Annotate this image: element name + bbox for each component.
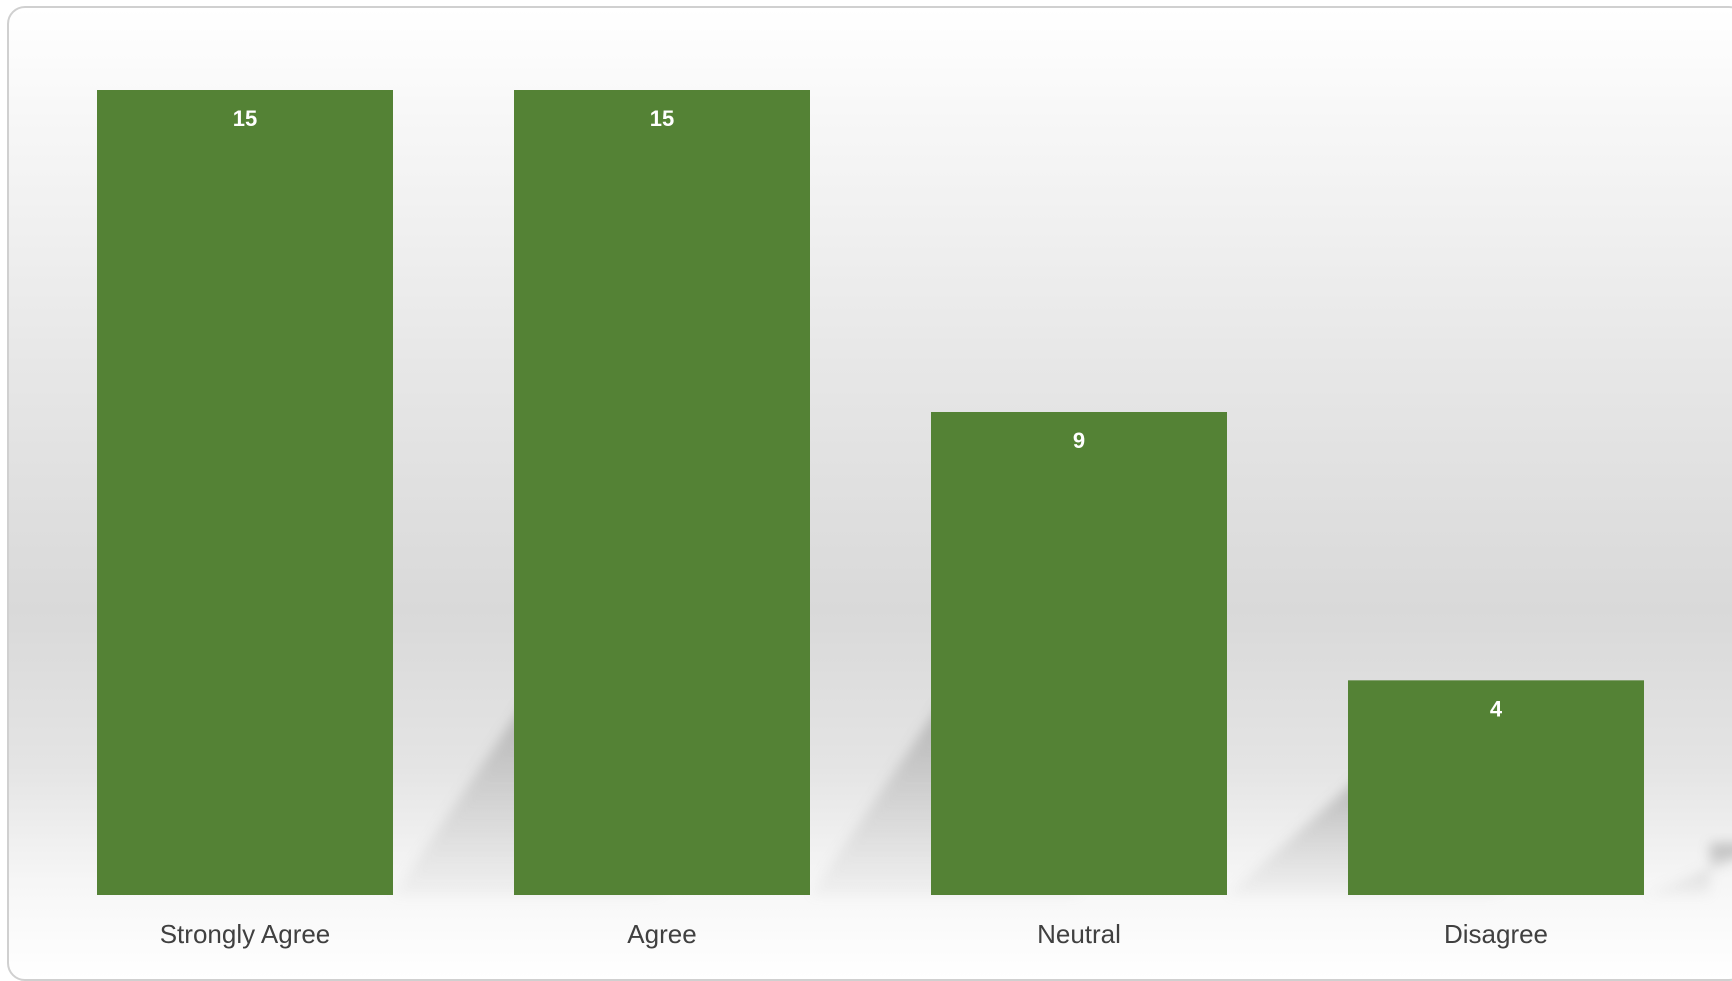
bar-neutral [931,412,1227,895]
data-labels: 15 15 9 4 [233,106,1503,721]
bar-agree [514,90,810,895]
x-tick-label: Disagree [1444,919,1548,949]
bars [97,90,1644,895]
data-label: 4 [1490,696,1503,721]
bar-disagree [1348,680,1644,895]
x-tick-label: Neutral [1037,919,1121,949]
x-tick-label: Strongly Agree [160,919,331,949]
bar-strongly-agree [97,90,393,895]
x-axis-tick-labels: Strongly Agree Agree Neutral Disagree [160,919,1548,949]
data-label: 15 [650,106,674,131]
data-label: 15 [233,106,257,131]
data-label: 9 [1073,428,1085,453]
x-tick-label: Agree [627,919,696,949]
bar-shadow [1644,843,1732,895]
